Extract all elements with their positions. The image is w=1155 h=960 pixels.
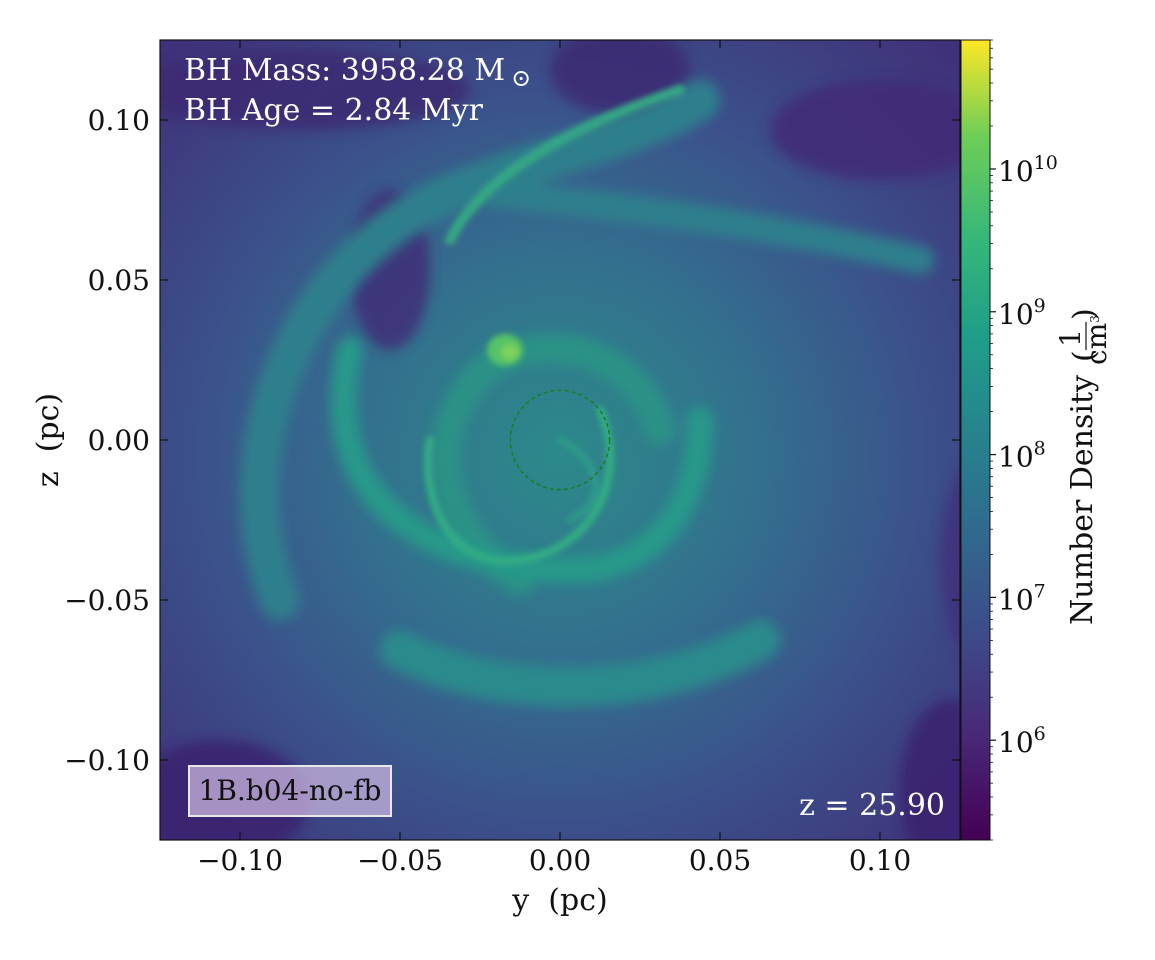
y-tick-label: 0.00 (88, 424, 150, 457)
colorbar-tick-label: 107 (998, 580, 1046, 616)
run-label: 1B.b04-no-fb (199, 774, 382, 807)
y-tick-label: −0.10 (64, 744, 150, 777)
colorbar-unit-denominator: cm3 (1080, 315, 1113, 365)
bh-accretion-circle (509, 389, 611, 491)
x-tick-label: 0.10 (849, 844, 911, 877)
y-tick-label: 0.10 (88, 104, 150, 137)
y-axis-ticks: −0.10 −0.05 0.00 0.05 0.10 (64, 104, 960, 777)
colorbar-unit-numerator: 1 (1054, 329, 1087, 347)
solar-mass-symbol: ⊙ (511, 64, 531, 92)
x-tick-label: −0.05 (357, 844, 443, 877)
x-axis-ticks: −0.10 −0.05 0.00 0.05 0.10 (197, 40, 911, 877)
y-tick-label: 0.05 (88, 264, 150, 297)
y-tick-label: −0.05 (64, 584, 150, 617)
x-tick-label: −0.10 (197, 844, 283, 877)
x-axis-label: y (pc) (511, 883, 607, 918)
colorbar-label-text: Number Density (1065, 375, 1100, 625)
y-axis-label: z (pc) (31, 393, 66, 487)
density-map (160, 40, 960, 840)
colorbar-unit-paren-right: ) (1067, 308, 1102, 320)
colorbar-ticks: 106 107 108 109 1010 (990, 39, 1058, 841)
colorbar-label: Number Density ( 1 cm3 ) (1054, 308, 1113, 625)
colorbar (960, 39, 991, 841)
colorbar-unit-paren-left: ( (1067, 350, 1102, 362)
colorbar-tick-label: 106 (998, 723, 1046, 759)
colorbar-tick-label: 109 (998, 295, 1046, 331)
colorbar-tick-label: 1010 (998, 152, 1058, 188)
x-tick-label: 0.00 (529, 844, 591, 877)
redshift-annotation: z = 25.90 (799, 788, 945, 823)
run-label-box: 1B.b04-no-fb (188, 765, 392, 817)
x-tick-label: 0.05 (689, 844, 751, 877)
bh-age-annotation: BH Age = 2.84 Myr (184, 93, 484, 128)
bh-mass-annotation: BH Mass: 3958.28 M ⊙ (184, 53, 531, 92)
colorbar-tick-label: 108 (998, 438, 1046, 474)
